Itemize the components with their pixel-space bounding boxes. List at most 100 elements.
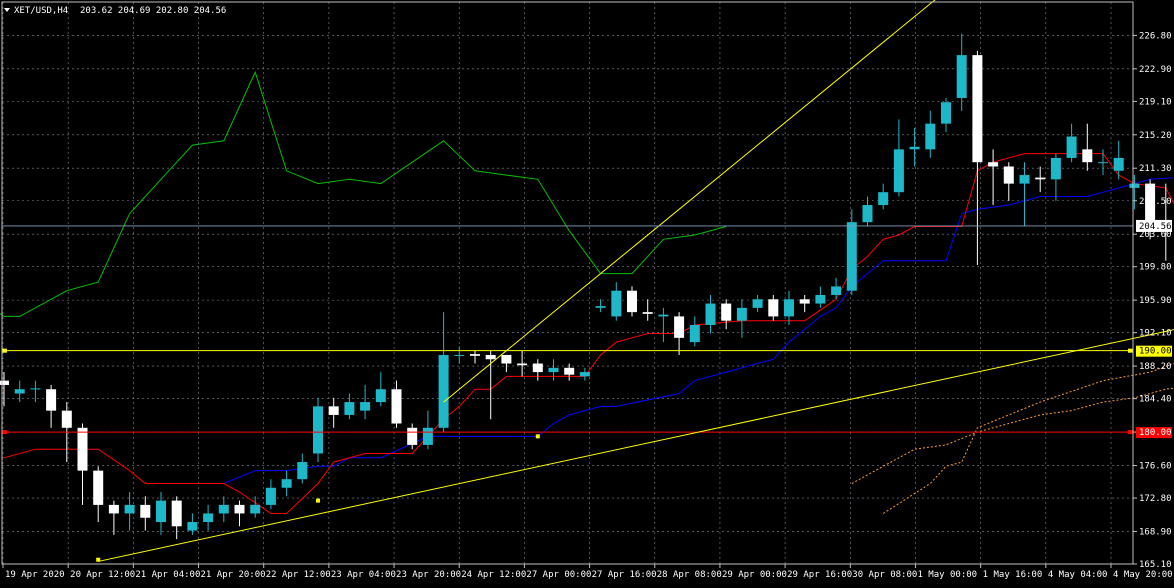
bull-candle <box>218 504 229 514</box>
bull-candle <box>784 299 794 317</box>
overlay-layer <box>2 0 1174 562</box>
y-tick-label: 195.90 <box>1139 296 1172 306</box>
bear-candle <box>768 299 779 317</box>
bear-candle <box>564 367 575 375</box>
bull-candle <box>736 307 747 321</box>
bear-candle <box>171 500 182 527</box>
bull-candle <box>1066 136 1077 158</box>
bull-candle <box>281 479 292 488</box>
bull-candle <box>454 354 465 356</box>
bull-candle <box>548 367 559 373</box>
bull-candle <box>909 146 920 150</box>
bull-candle <box>14 389 25 394</box>
bull-candle <box>846 222 857 291</box>
bull-candle <box>1050 157 1061 180</box>
bear-candle <box>140 504 151 518</box>
x-tick-label: 1 May 16:00 <box>983 570 1043 580</box>
bear-candle <box>470 354 480 356</box>
level-anchor-marker[interactable] <box>2 348 7 353</box>
current-price-tag <box>1136 219 1172 232</box>
bull-candle <box>658 314 669 317</box>
bull-candle <box>156 500 166 523</box>
bear-candle <box>501 354 512 364</box>
bear-candle <box>234 504 245 514</box>
bear-candle <box>61 410 72 428</box>
x-tick-label: 29 Apr 00:00 <box>722 570 787 580</box>
bear-candle <box>799 299 810 304</box>
y-tick-label: 215.20 <box>1139 131 1172 141</box>
bear-candle <box>988 162 999 167</box>
bull-candle <box>831 286 842 295</box>
x-tick-label: 21 Apr 04:00 <box>135 570 200 580</box>
bull-candle <box>1019 175 1030 184</box>
trend-anchor-marker[interactable] <box>96 557 101 562</box>
bear-candle <box>1082 149 1093 163</box>
bull-candle <box>815 294 826 304</box>
plot-frame <box>1 1 1134 565</box>
bull-candle <box>705 303 716 325</box>
x-tick-label: 4 May 20:00 <box>1113 570 1173 580</box>
bear-candle <box>642 312 653 314</box>
bull-candle <box>265 487 276 505</box>
tenkan-sen-line <box>3 153 1174 514</box>
level-anchor-marker[interactable] <box>1128 430 1133 435</box>
bull-candle <box>1113 157 1124 171</box>
bull-candle <box>30 388 41 390</box>
candles-layer <box>0 33 1171 540</box>
bear-candle <box>1003 166 1014 184</box>
bull-candle <box>297 462 308 480</box>
bull-candle <box>611 290 622 317</box>
level-price-tag <box>1136 345 1172 357</box>
bull-candle <box>438 354 449 428</box>
bear-candle <box>1035 177 1046 180</box>
header-info: XET/USD,H4 203.62 204.69 202.80 204.56 <box>4 6 226 16</box>
bull-candle <box>360 402 371 411</box>
bull-candle <box>579 372 590 377</box>
dropdown-arrow-icon[interactable] <box>4 8 10 12</box>
bear-candle <box>391 389 402 424</box>
chikou-span-line <box>0 70 727 317</box>
bull-candle <box>203 513 214 523</box>
bear-candle <box>93 470 104 505</box>
y-tick-label: 176.60 <box>1139 461 1172 471</box>
y-tick-label: 226.80 <box>1139 31 1172 41</box>
bull-candle <box>956 55 967 98</box>
y-tick-label: 222.90 <box>1139 65 1172 75</box>
x-tick-label: 1 May 00:00 <box>917 570 977 580</box>
bull-candle <box>375 389 386 403</box>
y-tick-label: 219.10 <box>1139 97 1172 107</box>
x-tick-label: 29 Apr 16:00 <box>787 570 852 580</box>
x-tick-label: 19 Apr 2020 <box>5 570 65 580</box>
bull-candle <box>250 504 261 514</box>
bull-candle <box>595 306 606 308</box>
trend-anchor-marker[interactable] <box>316 498 320 503</box>
bull-candle <box>893 149 904 193</box>
x-tick-label: 20 Apr 12:00 <box>70 570 135 580</box>
x-tick-label: 22 Apr 12:00 <box>266 570 331 580</box>
bull-candle <box>1129 183 1140 188</box>
x-tick-label: 23 Apr 04:00 <box>331 570 396 580</box>
bear-candle <box>77 427 88 471</box>
bear-candle <box>1145 183 1156 223</box>
symbol-label: XET/USD,H4 <box>14 6 68 16</box>
level-anchor-marker[interactable] <box>1128 348 1133 353</box>
ichimoku-cloud-layer <box>851 362 1174 514</box>
bull-candle <box>878 192 889 206</box>
y-tick-label: 172.80 <box>1139 494 1172 504</box>
trend-line[interactable] <box>98 298 1174 562</box>
bear-candle <box>46 389 57 411</box>
trend-anchor-marker[interactable] <box>535 434 540 439</box>
bear-candle <box>674 316 685 338</box>
y-tick-label: 203.60 <box>1139 230 1172 240</box>
bear-candle <box>517 363 528 366</box>
bear-candle <box>627 290 637 313</box>
level-anchor-marker[interactable] <box>2 430 7 435</box>
y-tick-label: 199.80 <box>1139 263 1172 273</box>
bull-candle <box>313 406 323 454</box>
trend-line[interactable] <box>443 0 946 403</box>
bull-candle <box>752 299 763 308</box>
level-price-tag-label: 180.00 <box>1139 428 1172 438</box>
